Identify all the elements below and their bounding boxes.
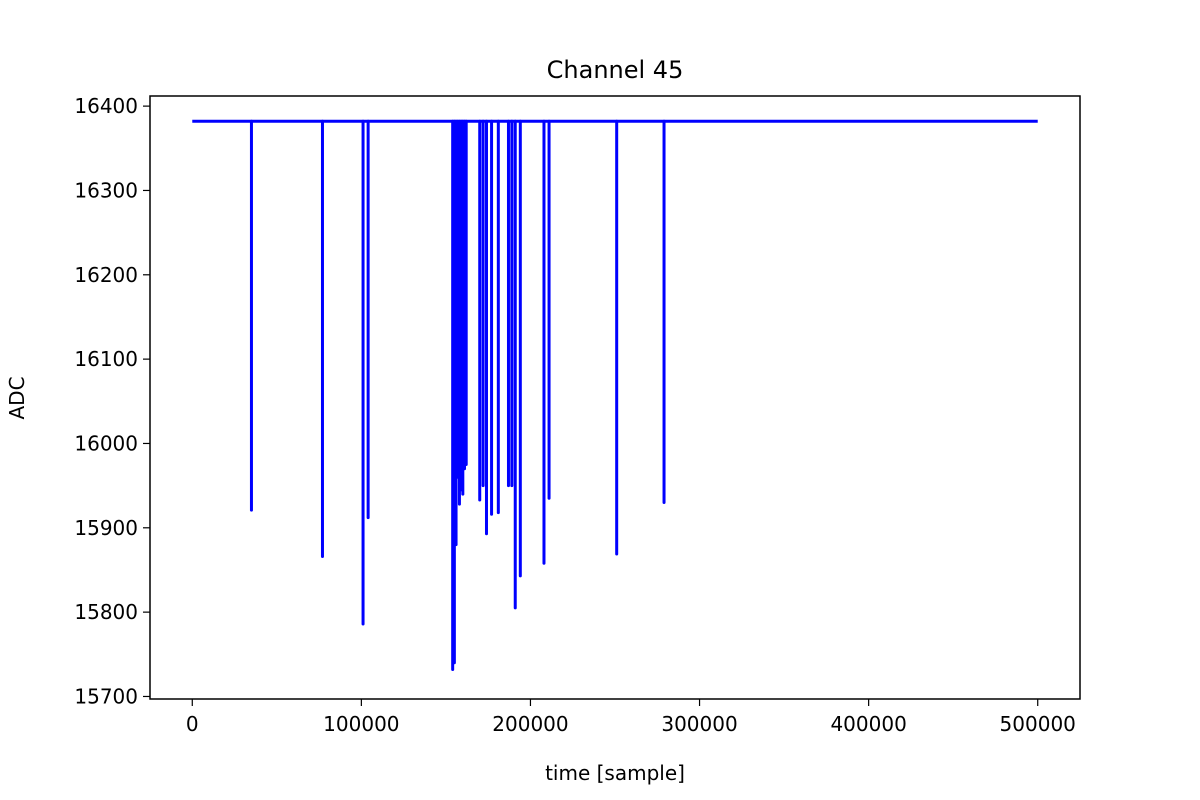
x-tick-label: 200000 xyxy=(492,712,568,736)
y-tick-label: 16100 xyxy=(74,347,138,371)
y-tick-label: 16400 xyxy=(74,94,138,118)
y-tick-label: 16000 xyxy=(74,431,138,455)
y-tick-label: 15700 xyxy=(74,684,138,708)
x-tick-label: 400000 xyxy=(830,712,906,736)
x-axis: 0 100000 200000 300000 400000 500000 xyxy=(186,699,1076,736)
y-axis: 15700 15800 15900 16000 16100 16200 16300 16400 xyxy=(74,94,150,708)
x-axis-label: time [sample] xyxy=(545,761,685,785)
y-axis-label: ADC xyxy=(5,376,29,419)
y-tick-label: 16300 xyxy=(74,178,138,202)
y-tick-label: 15800 xyxy=(74,600,138,624)
x-tick-label: 0 xyxy=(186,712,199,736)
chart-title: Channel 45 xyxy=(547,56,684,84)
series-layer xyxy=(192,119,1038,671)
plot-frame xyxy=(149,95,1081,700)
x-tick-label: 100000 xyxy=(323,712,399,736)
y-tick-label: 15900 xyxy=(74,516,138,540)
x-tick-label: 300000 xyxy=(661,712,737,736)
x-tick-label: 500000 xyxy=(1000,712,1076,736)
y-tick-label: 16200 xyxy=(74,263,138,287)
